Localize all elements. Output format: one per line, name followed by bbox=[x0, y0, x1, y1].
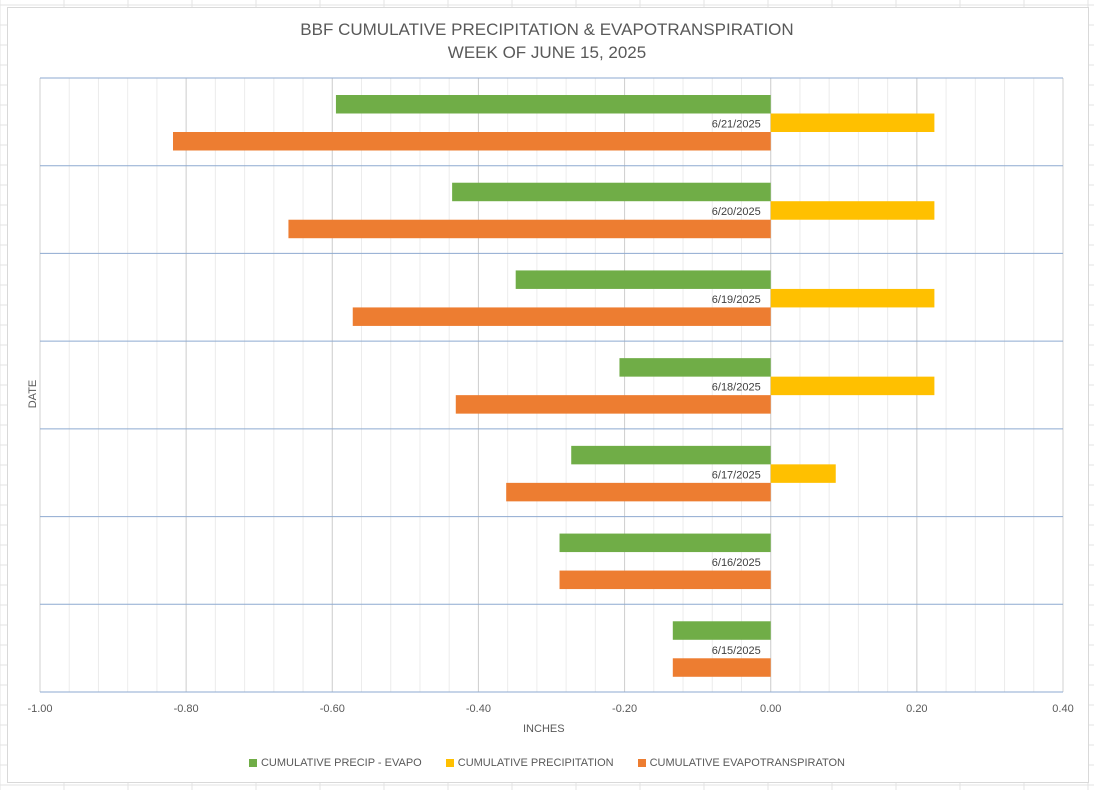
legend-swatch bbox=[445, 759, 454, 767]
bar-cumulative-precip-evapo-6-18-2025 bbox=[619, 358, 771, 377]
x-tick-label: -0.20 bbox=[612, 703, 637, 715]
bar-cumulative-precipitation-6-18-2025 bbox=[770, 376, 935, 396]
bar-cumulative-precipitation-6-19-2025 bbox=[770, 288, 935, 308]
category-label-6-18-2025: 6/18/2025 bbox=[712, 382, 761, 394]
bar-cumulative-precipitation-6-17-2025 bbox=[770, 464, 836, 483]
x-tick-label: -0.60 bbox=[320, 703, 345, 715]
legend-item: CUMULATIVE PRECIP - EVAPO bbox=[248, 757, 422, 769]
bar-cumulative-evapotranspiraton-6-20-2025 bbox=[288, 219, 771, 239]
x-tick-label: 0.00 bbox=[760, 703, 781, 715]
legend-item: CUMULATIVE PRECIPITATION bbox=[445, 757, 614, 769]
category-label-6-17-2025: 6/17/2025 bbox=[712, 469, 761, 481]
chart-subtitle: WEEK OF JUNE 15, 2025 bbox=[447, 43, 647, 62]
bar-cumulative-evapotranspiraton-6-17-2025 bbox=[506, 482, 771, 502]
x-tick-label: 0.20 bbox=[906, 703, 927, 715]
x-tick-label: -1.00 bbox=[27, 703, 52, 715]
bar-cumulative-precip-evapo-6-15-2025 bbox=[672, 621, 771, 640]
bar-cumulative-evapotranspiraton-6-15-2025 bbox=[672, 658, 771, 677]
bar-cumulative-precip-evapo-6-17-2025 bbox=[571, 445, 771, 465]
category-label-6-21-2025: 6/21/2025 bbox=[712, 119, 761, 131]
x-tick-label: -0.80 bbox=[174, 703, 199, 715]
bar-cumulative-precip-evapo-6-20-2025 bbox=[452, 182, 771, 202]
legend-label: CUMULATIVE EVAPOTRANSPIRATON bbox=[649, 757, 845, 769]
bar-cumulative-precip-evapo-6-16-2025 bbox=[559, 533, 771, 553]
bar-cumulative-precip-evapo-6-21-2025 bbox=[335, 95, 771, 114]
x-tick-label: 0.40 bbox=[1052, 703, 1073, 715]
category-label-6-15-2025: 6/15/2025 bbox=[712, 645, 761, 657]
category-label-6-20-2025: 6/20/2025 bbox=[712, 206, 761, 218]
bar-cumulative-evapotranspiraton-6-19-2025 bbox=[352, 307, 771, 326]
bar-cumulative-precip-evapo-6-19-2025 bbox=[515, 270, 771, 289]
category-label-6-16-2025: 6/16/2025 bbox=[712, 557, 761, 569]
bar-cumulative-evapotranspiraton-6-21-2025 bbox=[172, 132, 771, 151]
chart-legend: CUMULATIVE PRECIP - EVAPO CUMULATIVE PREC… bbox=[0, 757, 1094, 769]
bar-cumulative-precipitation-6-21-2025 bbox=[770, 113, 935, 132]
legend-item: CUMULATIVE EVAPOTRANSPIRATON bbox=[637, 757, 845, 769]
chart-title: BBF CUMULATIVE PRECIPITATION & EVAPOTRAN… bbox=[300, 20, 794, 39]
x-axis-title: INCHES bbox=[523, 723, 565, 735]
y-axis-title: DATE bbox=[27, 379, 39, 409]
bar-cumulative-precipitation-6-20-2025 bbox=[770, 201, 935, 220]
legend-swatch bbox=[637, 759, 646, 767]
legend-label: CUMULATIVE PRECIPITATION bbox=[457, 757, 614, 769]
category-label-6-19-2025: 6/19/2025 bbox=[712, 294, 761, 306]
bar-cumulative-evapotranspiraton-6-18-2025 bbox=[455, 395, 771, 414]
legend-label: CUMULATIVE PRECIP - EVAPO bbox=[260, 757, 422, 769]
legend-swatch bbox=[248, 759, 257, 767]
bar-cumulative-evapotranspiraton-6-16-2025 bbox=[559, 570, 771, 590]
x-tick-label: -0.40 bbox=[466, 703, 491, 715]
